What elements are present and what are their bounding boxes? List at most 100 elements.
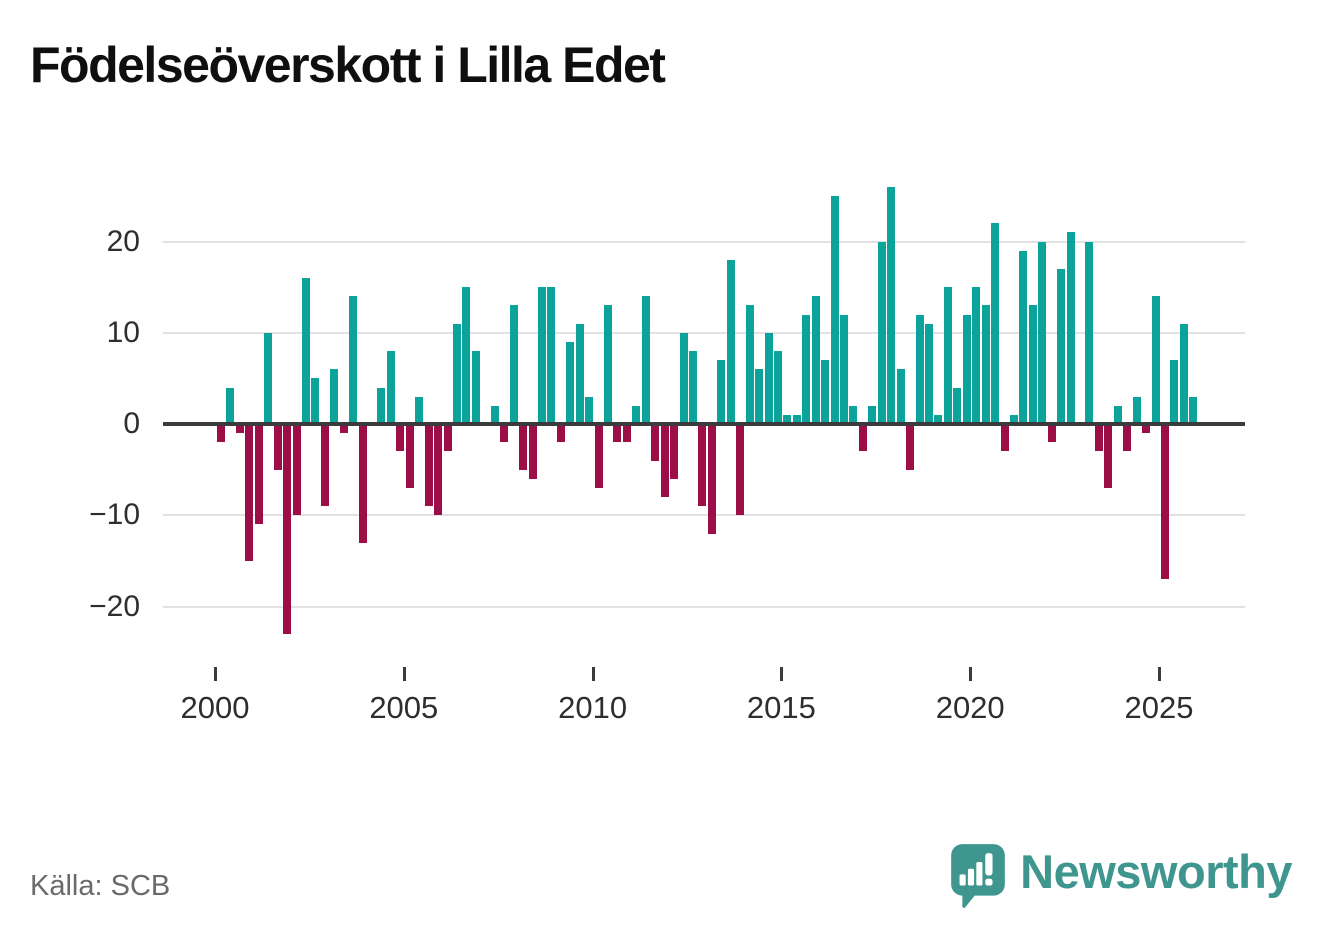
- bar-quarter-2010-q3: [613, 424, 622, 443]
- bar-quarter-2003-q2: [339, 424, 348, 434]
- bar-quarter-2024-q1: [1123, 424, 1132, 452]
- bar-quarter-2004-q2: [377, 387, 386, 424]
- bar-quarter-2023-q3: [1104, 424, 1113, 488]
- bar-quarter-2023-q1: [1085, 241, 1094, 424]
- x-axis-tick-2005: [402, 667, 406, 681]
- bar-quarter-2018-q1: [896, 369, 905, 424]
- bar-quarter-2009-q3: [575, 323, 584, 424]
- bar-quarter-2020-q3: [991, 223, 1000, 424]
- bar-quarter-2018-q4: [925, 323, 933, 424]
- bar-quarter-2021-q4: [1038, 241, 1047, 424]
- bar-quarter-2015-q4: [811, 296, 820, 424]
- x-axis-tick-label: 2025: [1124, 690, 1194, 725]
- x-axis-tick-2025: [1158, 667, 1161, 681]
- bar-quarter-2008-q3: [537, 287, 546, 424]
- source-attribution: Källa: SCB: [30, 870, 171, 902]
- bar-quarter-2001-q3: [273, 424, 282, 470]
- y-axis-tick-label: −20: [89, 589, 140, 623]
- bar-quarter-2013-q2: [717, 360, 726, 424]
- bar-quarter-2019-q2: [943, 287, 952, 424]
- bar-quarter-2020-q2: [981, 305, 990, 424]
- newsworthy-logo: Newsworthy: [950, 843, 1292, 914]
- x-axis-tick-2015: [780, 667, 784, 681]
- bar-quarter-2014-q4: [773, 351, 782, 424]
- bar-quarter-2019-q4: [962, 314, 971, 424]
- bar-quarter-2011-q4: [660, 424, 669, 497]
- bar-quarter-2006-q2: [453, 323, 461, 424]
- bar-quarter-2002-q1: [292, 424, 301, 516]
- bar-quarter-2009-q2: [566, 341, 575, 424]
- bar-quarter-2008-q1: [519, 424, 528, 470]
- bar-quarter-2009-q1: [556, 424, 565, 443]
- bar-quarter-2018-q3: [915, 314, 924, 424]
- bar-quarter-2007-q2: [490, 405, 499, 424]
- bar-quarter-2022-q1: [1047, 424, 1056, 443]
- bar-quarter-2024-q4: [1151, 296, 1160, 424]
- bar-quarter-2013-q1: [707, 424, 716, 534]
- zero-axis-line: [163, 422, 1245, 426]
- bar-quarter-2011-q1: [632, 405, 641, 424]
- gridline-y-10: [163, 331, 1245, 334]
- x-axis-tick-2020: [969, 667, 973, 681]
- bar-quarter-2015-q3: [802, 314, 811, 424]
- bar-quarter-2025-q2: [1170, 360, 1179, 424]
- bar-quarter-2025-q1: [1161, 424, 1169, 580]
- bar-quarter-2013-q3: [726, 259, 735, 424]
- bar-quarter-2011-q2: [641, 296, 650, 424]
- bar-quarter-2004-q3: [386, 351, 395, 424]
- bar-quarter-2014-q2: [755, 369, 764, 424]
- x-axis-tick-label: 2000: [180, 690, 250, 725]
- bar-quarter-2012-q4: [698, 424, 707, 507]
- bar-quarter-2001-q1: [254, 424, 263, 525]
- bar-quarter-2016-q1: [821, 360, 830, 424]
- bar-quarter-2003-q3: [349, 296, 358, 424]
- bar-quarter-2010-q1: [594, 424, 603, 488]
- bar-quarter-2023-q2: [1094, 424, 1103, 452]
- gridline-y--10: [163, 514, 1245, 517]
- gridline-y--20: [163, 605, 1245, 608]
- bar-quarter-2015-q2: [792, 414, 801, 424]
- bar-quarter-2024-q3: [1142, 424, 1151, 434]
- bar-quarter-2000-q3: [235, 424, 244, 434]
- bar-quarter-2016-q2: [830, 195, 839, 424]
- bar-quarter-2016-q4: [849, 405, 858, 424]
- bar-quarter-2017-q4: [887, 186, 896, 424]
- bar-quarter-2002-q3: [311, 378, 320, 424]
- y-axis-tick-label: 0: [123, 407, 140, 440]
- bar-quarter-2006-q3: [462, 287, 471, 424]
- gridline-y-20: [163, 240, 1245, 243]
- bar-quarter-2001-q4: [283, 424, 292, 634]
- bar-quarter-2011-q3: [651, 424, 660, 461]
- bar-quarter-2019-q3: [953, 387, 962, 424]
- bar-quarter-2025-q4: [1189, 396, 1198, 424]
- bar-quarter-2025-q3: [1179, 323, 1188, 424]
- bar-quarter-2003-q1: [330, 369, 339, 424]
- newsworthy-logo-text: Newsworthy: [1020, 845, 1292, 898]
- x-axis-tick-label: 2005: [369, 690, 439, 725]
- y-axis-tick-label: 20: [106, 224, 140, 258]
- bar-quarter-2000-q1: [217, 424, 225, 443]
- bar-quarter-2006-q4: [471, 351, 480, 424]
- bar-quarter-2000-q2: [226, 387, 235, 424]
- bar-quarter-2012-q1: [670, 424, 679, 479]
- bar-quarter-2000-q4: [245, 424, 254, 561]
- bar-quarter-2021-q2: [1019, 250, 1028, 424]
- bar-quarter-2017-q3: [877, 241, 886, 424]
- bar-quarter-2005-q4: [434, 424, 443, 516]
- bar-quarter-2002-q4: [320, 424, 329, 507]
- bar-quarter-2009-q4: [585, 396, 594, 424]
- y-axis-tick-label: −10: [89, 498, 140, 532]
- x-axis-tick-label: 2015: [746, 690, 816, 725]
- bar-quarter-2012-q3: [689, 351, 697, 424]
- newsworthy-speech-bubble-chart-icon: [950, 843, 1006, 914]
- bar-quarter-2004-q4: [396, 424, 405, 452]
- bar-quarter-2023-q4: [1113, 405, 1122, 424]
- x-axis-tick-label: 2010: [558, 690, 628, 725]
- bar-quarter-2012-q2: [679, 332, 688, 424]
- bar-quarter-2001-q2: [264, 332, 273, 424]
- x-axis-tick-2000: [214, 667, 217, 681]
- bar-quarter-2020-q4: [1000, 424, 1009, 452]
- bar-quarter-2005-q2: [415, 396, 424, 424]
- bar-quarter-2018-q2: [906, 424, 915, 470]
